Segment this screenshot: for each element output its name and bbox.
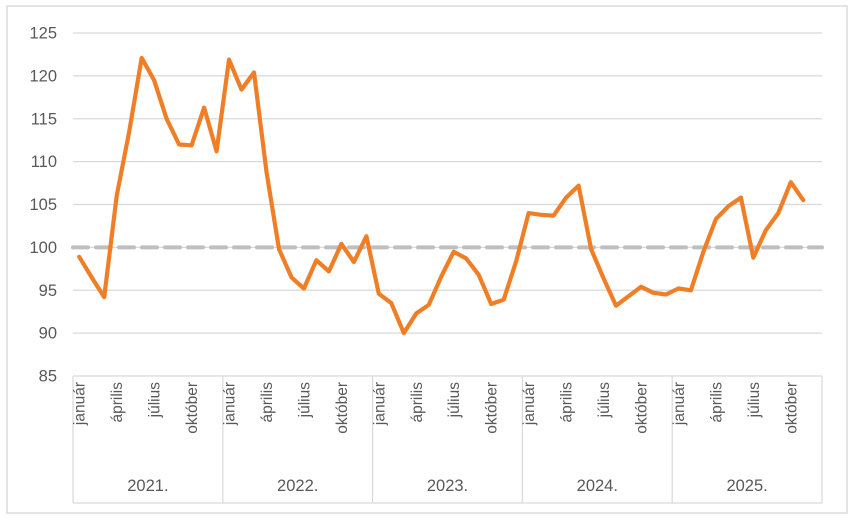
data-series-line [77,55,806,336]
x-axis-month-label: január [222,382,239,426]
y-axis-tick-label: 120 [29,67,57,85]
y-axis-tick-label: 95 [39,282,57,300]
y-axis-tick-label: 100 [29,239,57,257]
x-axis-month-label: július [746,382,763,419]
x-axis-year-label: 2024. [577,477,618,495]
x-axis-month-label: július [147,382,164,419]
x-axis-month-label: január [72,382,89,426]
x-axis-month-label: április [409,382,426,423]
x-axis-month-label: október [484,382,501,434]
x-axis-year-label: 2021. [127,477,168,495]
y-axis-tick-label: 115 [31,110,57,128]
x-axis-month-label: október [633,382,650,434]
y-axis-tick-label: 85 [39,368,57,386]
x-axis-year-label: 2022. [277,477,318,495]
x-axis-month-label: október [184,382,201,434]
x-axis-month-label: április [559,382,576,423]
x-axis-month-label: július [596,382,613,419]
x-axis-year-label: 2023. [427,477,468,495]
x-axis-month-label: október [783,382,800,434]
x-axis-month-label: április [708,382,725,423]
x-axis-month-label: július [296,382,313,419]
x-axis-month-label: április [259,382,276,423]
y-axis-tick-label: 110 [31,153,57,171]
y-axis-tick-label: 105 [29,196,57,214]
x-axis-month-label: július [446,382,463,419]
x-axis-year-label: 2025. [726,477,767,495]
x-axis-month-label: január [521,382,538,426]
x-axis-month-label: január [371,382,388,426]
x-axis-month-label: október [334,382,351,434]
x-axis-month-label: január [671,382,688,426]
x-axis-month-label: április [109,382,126,423]
y-axis-tick-label: 90 [39,325,57,343]
figure-border [6,5,848,514]
y-axis-tick-label: 125 [29,25,57,43]
